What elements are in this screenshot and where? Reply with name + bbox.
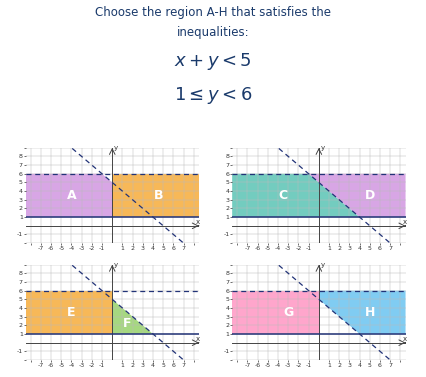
Polygon shape [232,174,360,217]
Text: $x + y < 5$: $x + y < 5$ [174,51,252,72]
Text: D: D [365,189,375,202]
Text: inequalities:: inequalities: [177,26,249,39]
Text: A: A [66,189,76,202]
Polygon shape [319,291,406,334]
Text: G: G [283,306,294,319]
Polygon shape [26,174,112,217]
Polygon shape [112,174,199,217]
Text: x: x [196,219,200,225]
Text: x: x [403,336,407,342]
Text: H: H [365,306,375,319]
Text: y: y [321,262,325,268]
Text: y: y [114,146,118,152]
Text: $1 \leq y < 6$: $1 \leq y < 6$ [174,85,252,106]
Text: C: C [279,189,288,202]
Polygon shape [112,299,153,334]
Polygon shape [232,291,319,334]
Text: B: B [153,189,163,202]
Text: y: y [321,146,325,152]
Text: x: x [403,219,407,225]
Text: E: E [67,306,76,319]
Polygon shape [26,291,112,334]
Polygon shape [309,174,406,217]
Text: Choose the region A-H that satisfies the: Choose the region A-H that satisfies the [95,6,331,18]
Text: F: F [123,317,132,330]
Text: x: x [196,336,200,342]
Text: y: y [114,262,118,268]
